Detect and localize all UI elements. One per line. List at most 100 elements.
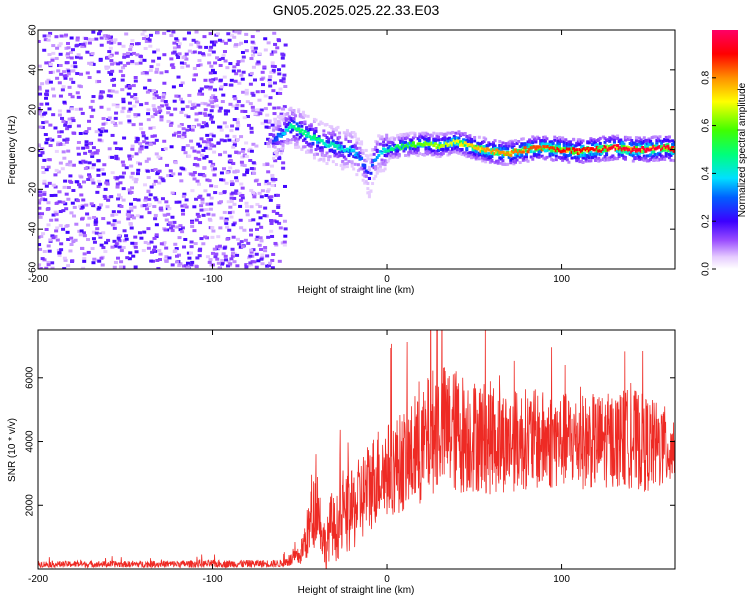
heatmap-cell bbox=[210, 68, 215, 72]
heatmap-cell bbox=[277, 39, 282, 43]
heatmap-cell bbox=[134, 62, 139, 66]
heatmap-cell bbox=[295, 127, 299, 131]
heatmap-cell bbox=[276, 106, 281, 110]
heatmap-cell bbox=[101, 172, 106, 176]
heatmap-cell bbox=[208, 32, 213, 36]
heatmap-cell bbox=[554, 146, 558, 150]
y-tick-label: 60 bbox=[28, 24, 39, 36]
heatmap-cell bbox=[253, 78, 258, 82]
heatmap-cell bbox=[132, 205, 137, 209]
heatmap-cell bbox=[520, 137, 524, 141]
heatmap-cell bbox=[498, 151, 502, 155]
heatmap-cell bbox=[493, 139, 497, 143]
heatmap-cell bbox=[177, 130, 182, 134]
heatmap-cell bbox=[219, 128, 224, 132]
heatmap-cell bbox=[594, 140, 598, 144]
heatmap-cell bbox=[462, 140, 466, 144]
heatmap-cell bbox=[565, 149, 569, 153]
heatmap-cell bbox=[672, 143, 675, 147]
heatmap-cell bbox=[353, 135, 357, 139]
heatmap-cell bbox=[119, 260, 124, 264]
heatmap-cell bbox=[311, 127, 315, 131]
heatmap-cell bbox=[94, 130, 99, 134]
heatmap-cell bbox=[41, 165, 46, 169]
heatmap-cell bbox=[537, 145, 541, 149]
heatmap-cell bbox=[325, 144, 329, 148]
heatmap-cell bbox=[51, 70, 56, 74]
heatmap-cell bbox=[110, 133, 115, 137]
heatmap-cell bbox=[592, 154, 596, 158]
heatmap-cell bbox=[631, 159, 635, 163]
heatmap-cell bbox=[300, 121, 304, 125]
heatmap-cell bbox=[171, 133, 176, 137]
heatmap-cell bbox=[298, 113, 302, 117]
heatmap-cell bbox=[220, 258, 225, 262]
heatmap-cell bbox=[521, 137, 525, 141]
heatmap-cell bbox=[407, 143, 411, 147]
heatmap-cell bbox=[106, 195, 111, 199]
heatmap-cell bbox=[479, 151, 483, 155]
heatmap-cell bbox=[545, 137, 549, 141]
heatmap-cell bbox=[101, 231, 106, 235]
heatmap-cell bbox=[133, 114, 138, 118]
heatmap-cell bbox=[272, 139, 276, 143]
heatmap-cell bbox=[66, 186, 71, 190]
heatmap-cell bbox=[463, 151, 467, 155]
heatmap-cell bbox=[221, 252, 226, 256]
heatmap-cell bbox=[135, 138, 140, 142]
heatmap-cell bbox=[140, 71, 145, 75]
heatmap-cell bbox=[647, 148, 651, 152]
heatmap-cell bbox=[422, 143, 426, 147]
heatmap-cell bbox=[100, 263, 105, 267]
heatmap-cell bbox=[460, 142, 464, 146]
heatmap-cell bbox=[143, 198, 148, 202]
heatmap-cell bbox=[149, 259, 154, 263]
heatmap-cell bbox=[353, 155, 357, 159]
heatmap-cell bbox=[211, 78, 216, 82]
heatmap-cell bbox=[460, 132, 464, 136]
heatmap-cell bbox=[382, 140, 386, 144]
heatmap-cell bbox=[609, 136, 613, 140]
heatmap-cell bbox=[297, 124, 301, 128]
heatmap-cell bbox=[43, 198, 48, 202]
heatmap-cell bbox=[449, 131, 453, 135]
heatmap-cell bbox=[61, 200, 66, 204]
heatmap-cell bbox=[432, 144, 436, 148]
heatmap-cell bbox=[252, 192, 257, 196]
heatmap-cell bbox=[579, 153, 583, 157]
heatmap-cell bbox=[201, 242, 206, 246]
heatmap-cell bbox=[507, 153, 511, 157]
heatmap-cell bbox=[38, 112, 41, 116]
heatmap-cell bbox=[139, 215, 144, 219]
heatmap-cell bbox=[575, 148, 579, 152]
heatmap-cell bbox=[232, 202, 237, 206]
heatmap-cell bbox=[152, 248, 157, 252]
heatmap-cell bbox=[139, 236, 144, 240]
heatmap-cell bbox=[633, 146, 637, 150]
heatmap-cell bbox=[493, 147, 497, 151]
heatmap-cell bbox=[572, 138, 576, 142]
heatmap-cell bbox=[46, 263, 51, 267]
heatmap-cell bbox=[484, 157, 488, 161]
heatmap-cell bbox=[609, 146, 613, 150]
heatmap-cell bbox=[353, 145, 357, 149]
heatmap-cell bbox=[96, 185, 101, 189]
heatmap-cell bbox=[278, 140, 282, 144]
heatmap-cell bbox=[374, 167, 378, 171]
heatmap-cell bbox=[207, 179, 212, 183]
heatmap-cell bbox=[309, 148, 313, 152]
heatmap-cell bbox=[174, 94, 179, 98]
heatmap-cell bbox=[235, 63, 240, 67]
heatmap-cell bbox=[38, 144, 41, 148]
heatmap-cell bbox=[138, 54, 143, 58]
heatmap-cell bbox=[134, 177, 139, 181]
heatmap-cell bbox=[280, 56, 285, 60]
snr-series bbox=[38, 330, 675, 569]
heatmap-cell bbox=[146, 108, 151, 112]
heatmap-cell bbox=[517, 154, 521, 158]
heatmap-cell bbox=[183, 151, 188, 155]
heatmap-cell bbox=[336, 141, 340, 145]
heatmap-cell bbox=[372, 166, 376, 170]
heatmap-cell bbox=[83, 151, 88, 155]
